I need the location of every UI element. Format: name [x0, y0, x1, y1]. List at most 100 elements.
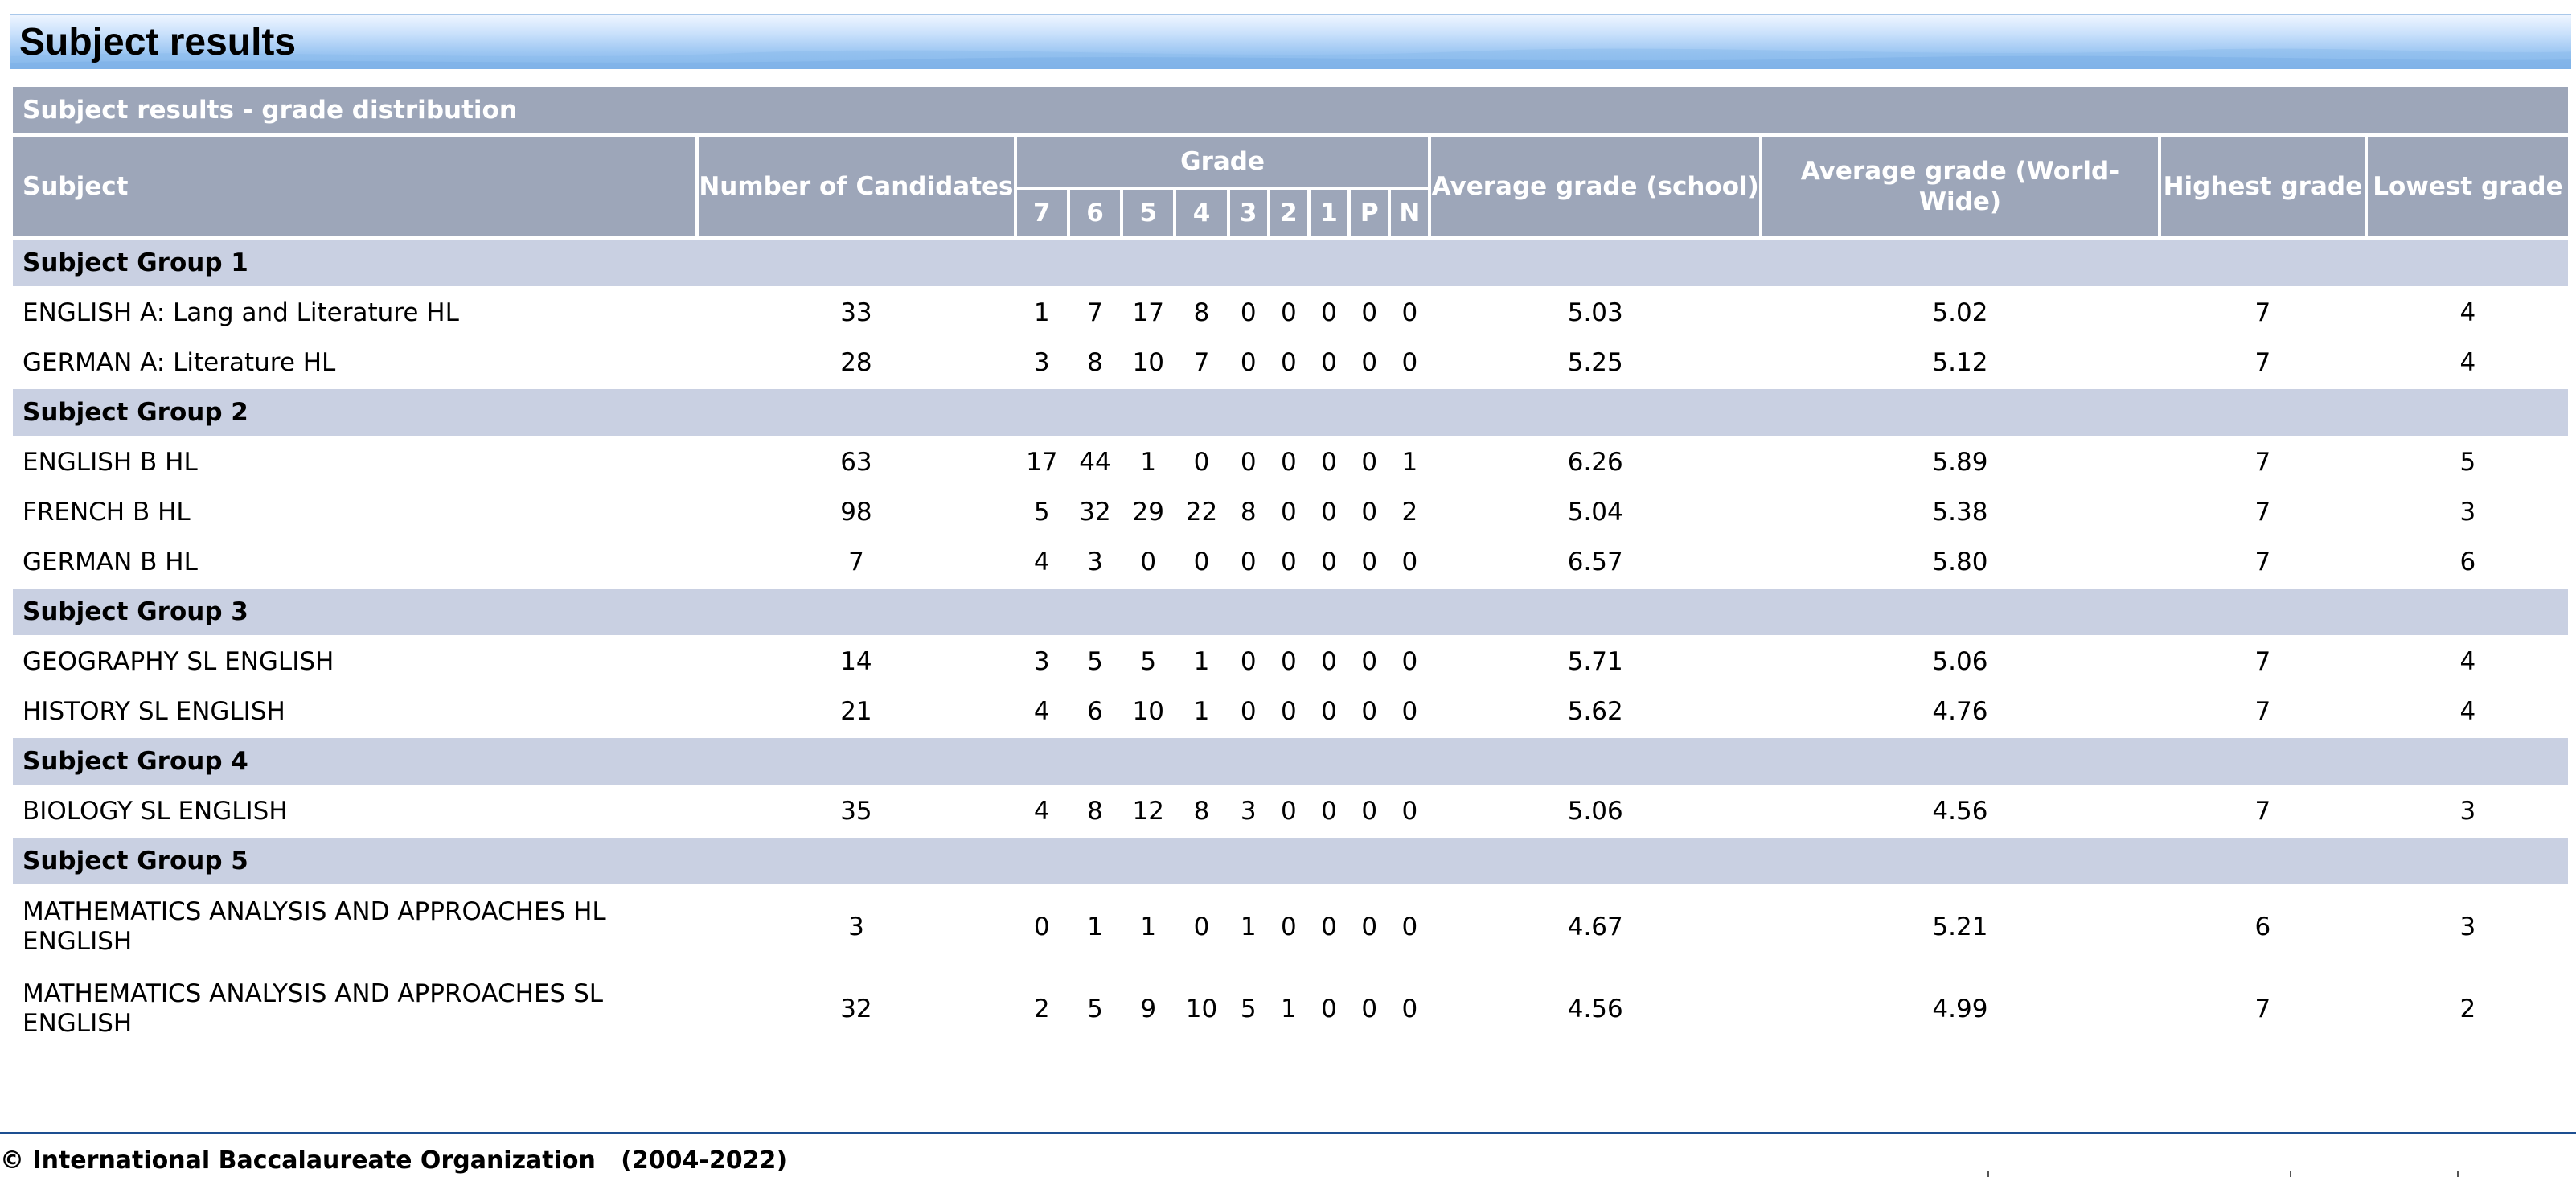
table-row: ENGLISH A: Lang and Literature HL 33 1 7 17 8…	[13, 289, 2568, 336]
avg-world-cell: 5.06	[1762, 638, 2158, 685]
group-label: Subject Group 2	[13, 389, 2568, 436]
lowest-grade-cell: 4	[2367, 289, 2568, 336]
group-row: Subject Group 3	[13, 588, 2568, 635]
grade-count-cell: 0	[1391, 688, 1429, 735]
grade-count-cell: 0	[1310, 339, 1348, 386]
grade-count-cell: 0	[1270, 539, 1307, 585]
grade-count-cell: 3	[1229, 788, 1267, 835]
table-row: GERMAN B HL 7 4 3 0 0 0 0 0 0 0 6.57 5.80 7 6	[13, 539, 2568, 585]
avg-school-cell: 4.56	[1431, 970, 1759, 1048]
grade-count-cell: 17	[1123, 289, 1174, 336]
grade-count-cell: 4	[1016, 788, 1067, 835]
subject-cell: BIOLOGY SL ENGLISH	[13, 788, 696, 835]
candidates-cell: 21	[699, 688, 1014, 735]
candidates-cell: 32	[699, 970, 1014, 1048]
highest-grade-cell: 7	[2160, 638, 2365, 685]
grade-count-cell: 0	[1270, 289, 1307, 336]
grade-count-cell: 5	[1123, 638, 1174, 685]
header-grade: Grade	[1016, 137, 1429, 187]
grade-count-cell: 5	[1016, 489, 1067, 535]
grade-count-cell: 3	[1016, 638, 1067, 685]
grade-count-cell: 17	[1016, 439, 1067, 486]
grade-count-cell: 5	[1069, 638, 1121, 685]
highest-grade-cell: 7	[2160, 339, 2365, 386]
subject-cell: GERMAN B HL	[13, 539, 696, 585]
grade-count-cell: 0	[1351, 539, 1388, 585]
grade-count-cell: 8	[1176, 788, 1227, 835]
table-row: MATHEMATICS ANALYSIS AND APPROACHES HL E…	[13, 888, 2568, 966]
grade-count-cell: 0	[1176, 539, 1227, 585]
grade-column-header: 6	[1069, 190, 1121, 236]
lowest-grade-cell: 4	[2367, 688, 2568, 735]
grade-count-cell: 0	[1310, 439, 1348, 486]
grade-count-cell: 0	[1229, 688, 1267, 735]
candidates-cell: 33	[699, 289, 1014, 336]
grade-count-cell: 0	[1391, 289, 1429, 336]
footer-tick-mark	[1987, 1171, 1989, 1177]
grade-count-cell: 0	[1229, 638, 1267, 685]
grade-count-cell: 0	[1391, 888, 1429, 966]
grade-count-cell: 1	[1069, 888, 1121, 966]
grade-count-cell: 22	[1176, 489, 1227, 535]
table-caption: Subject results - grade distribution	[13, 87, 2568, 133]
grade-count-cell: 0	[1351, 489, 1388, 535]
table-body: Subject Group 1 ENGLISH A: Lang and Liter…	[13, 240, 2568, 1048]
table-row: HISTORY SL ENGLISH 21 4 6 10 1 0 0 0 0 0 5.62 4.76 7 4	[13, 688, 2568, 735]
header-lowest: Lowest grade	[2367, 137, 2568, 236]
grade-count-cell: 0	[1351, 788, 1388, 835]
grade-subheader-row: 7 6 5 4 3 2 1 P N	[13, 190, 2568, 236]
grade-count-cell: 0	[1270, 888, 1307, 966]
grade-count-cell: 5	[1229, 970, 1267, 1048]
title-bar: Subject results	[10, 14, 2571, 69]
avg-world-cell: 5.89	[1762, 439, 2158, 486]
table-row: GEOGRAPHY SL ENGLISH 14 3 5 5 1 0 0 0 0 0 5.71 5.06 7…	[13, 638, 2568, 685]
group-row: Subject Group 5	[13, 838, 2568, 884]
grade-count-cell: 9	[1123, 970, 1174, 1048]
page-title: Subject results	[19, 21, 297, 64]
grade-count-cell: 1	[1123, 439, 1174, 486]
avg-school-cell: 5.06	[1431, 788, 1759, 835]
subject-cell: HISTORY SL ENGLISH	[13, 688, 696, 735]
grade-count-cell: 0	[1351, 289, 1388, 336]
grade-count-cell: 10	[1123, 339, 1174, 386]
grade-count-cell: 8	[1069, 788, 1121, 835]
grade-count-cell: 0	[1391, 539, 1429, 585]
group-label: Subject Group 5	[13, 838, 2568, 884]
grade-count-cell: 1	[1016, 289, 1067, 336]
grade-count-cell: 1	[1270, 970, 1307, 1048]
candidates-cell: 28	[699, 339, 1014, 386]
grade-count-cell: 0	[1270, 788, 1307, 835]
subject-cell: GERMAN A: Literature HL	[13, 339, 696, 386]
lowest-grade-cell: 2	[2367, 970, 2568, 1048]
grade-count-cell: 0	[1391, 970, 1429, 1048]
grade-count-cell: 0	[1123, 539, 1174, 585]
grade-count-cell: 1	[1123, 888, 1174, 966]
highest-grade-cell: 7	[2160, 489, 2365, 535]
grade-count-cell: 1	[1176, 638, 1227, 685]
grade-count-cell: 0	[1351, 888, 1388, 966]
grade-count-cell: 0	[1351, 439, 1388, 486]
grade-count-cell: 0	[1270, 638, 1307, 685]
avg-school-cell: 6.57	[1431, 539, 1759, 585]
header-highest: Highest grade	[2160, 137, 2365, 236]
grade-count-cell: 4	[1016, 688, 1067, 735]
grade-count-cell: 0	[1176, 439, 1227, 486]
grade-count-cell: 0	[1310, 638, 1348, 685]
candidates-cell: 7	[699, 539, 1014, 585]
table-row: BIOLOGY SL ENGLISH 35 4 8 12 8 3 0 0 0 0 5.06 4.56 7 3	[13, 788, 2568, 835]
grade-column-header: 7	[1016, 190, 1067, 236]
highest-grade-cell: 7	[2160, 688, 2365, 735]
avg-school-cell: 5.03	[1431, 289, 1759, 336]
avg-school-cell: 4.67	[1431, 888, 1759, 966]
grade-column-header: 5	[1123, 190, 1174, 236]
candidates-cell: 3	[699, 888, 1014, 966]
avg-world-cell: 5.21	[1762, 888, 2158, 966]
header-avg-world: Average grade (World-Wide)	[1762, 137, 2158, 236]
group-row: Subject Group 1	[13, 240, 2568, 286]
grade-count-cell: 44	[1069, 439, 1121, 486]
footer-divider	[0, 1132, 2576, 1134]
avg-world-cell: 4.56	[1762, 788, 2158, 835]
grade-count-cell: 7	[1069, 289, 1121, 336]
subject-cell: MATHEMATICS ANALYSIS AND APPROACHES HL E…	[13, 888, 696, 966]
header-subject: Subject	[13, 137, 696, 236]
